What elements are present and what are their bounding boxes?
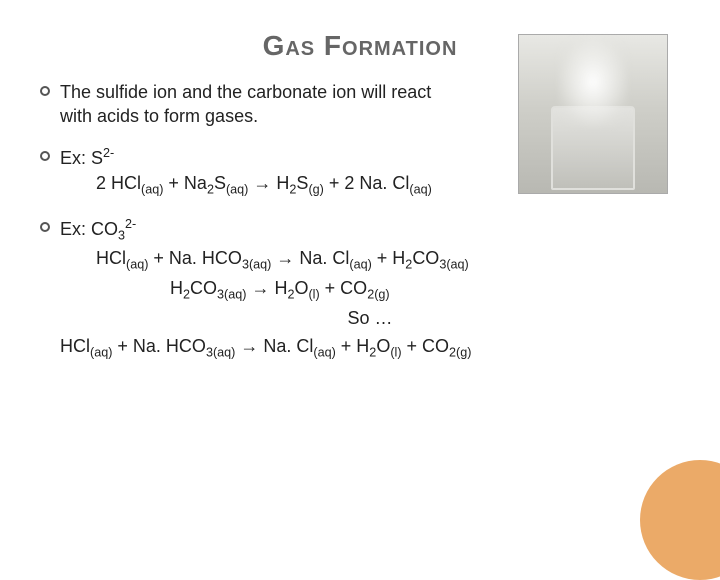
t: (aq) <box>213 345 235 359</box>
t: (aq) <box>141 182 163 196</box>
bullet-icon <box>40 151 50 161</box>
t: + H <box>372 248 406 268</box>
t: (aq) <box>249 257 271 271</box>
t: CO <box>412 248 439 268</box>
t: O <box>294 278 308 298</box>
ex2-line1: HCl(aq) + Na. HCO3(aq) → Na. Cl(aq) + H2… <box>96 245 680 275</box>
t: O <box>376 336 390 356</box>
t: 2- <box>125 217 136 231</box>
t: (g) <box>308 182 323 196</box>
t: HCl <box>60 336 90 356</box>
t: H <box>170 278 183 298</box>
t: (g) <box>374 287 389 301</box>
intro-text: The sulfide ion and the carbonate ion wi… <box>60 80 460 129</box>
t: S <box>214 173 226 193</box>
t: → H <box>246 278 287 298</box>
t: (aq) <box>90 345 112 359</box>
t: (aq) <box>349 257 371 271</box>
slide-container: Gas Formation The sulfide ion and the ca… <box>0 0 720 540</box>
t: (aq) <box>224 287 246 301</box>
t: 2 <box>449 345 456 359</box>
bullet-ex2: Ex: CO32- HCl(aq) + Na. HCO3(aq) → Na. C… <box>40 216 680 363</box>
t: 3 <box>118 229 125 243</box>
t: + Na. HCO <box>148 248 242 268</box>
t: (aq) <box>126 257 148 271</box>
bullet-icon <box>40 86 50 96</box>
t: + H <box>336 336 370 356</box>
t: → Na. Cl <box>271 248 349 268</box>
t: + Na. HCO <box>112 336 206 356</box>
ex2-body: Ex: CO32- HCl(aq) + Na. HCO3(aq) → Na. C… <box>60 216 680 363</box>
t: Ex: CO <box>60 219 118 239</box>
t: 3 <box>217 287 224 301</box>
t: 3 <box>242 257 249 271</box>
t: (g) <box>456 345 471 359</box>
ex1-sup: 2- <box>103 146 114 160</box>
t: → Na. Cl <box>235 336 313 356</box>
t: 2 <box>183 287 190 301</box>
t: + 2 Na. Cl <box>324 173 410 193</box>
t: (aq) <box>409 182 431 196</box>
t: HCl <box>96 248 126 268</box>
t: + CO <box>320 278 368 298</box>
t: (l) <box>308 287 319 301</box>
t: + CO <box>402 336 450 356</box>
t: S <box>296 173 308 193</box>
beaker-image <box>518 34 668 194</box>
t: 2 <box>207 182 214 196</box>
accent-circle <box>640 460 720 580</box>
ex2-line3: HCl(aq) + Na. HCO3(aq) → Na. Cl(aq) + H2… <box>60 333 680 363</box>
ex1-label-text: Ex: S <box>60 148 103 168</box>
ex2-line2: H2CO3(aq) → H2O(l) + CO2(g) <box>170 275 680 305</box>
t: (aq) <box>226 182 248 196</box>
bullet-icon <box>40 222 50 232</box>
t: → H <box>248 173 289 193</box>
t: CO <box>190 278 217 298</box>
t: (aq) <box>446 257 468 271</box>
t: 2 HCl <box>96 173 141 193</box>
ex2-label: Ex: CO32- <box>60 216 680 245</box>
t: (aq) <box>313 345 335 359</box>
t: + Na <box>163 173 207 193</box>
t: 3 <box>206 345 213 359</box>
t: (l) <box>390 345 401 359</box>
ex2-so: So … <box>60 305 680 333</box>
